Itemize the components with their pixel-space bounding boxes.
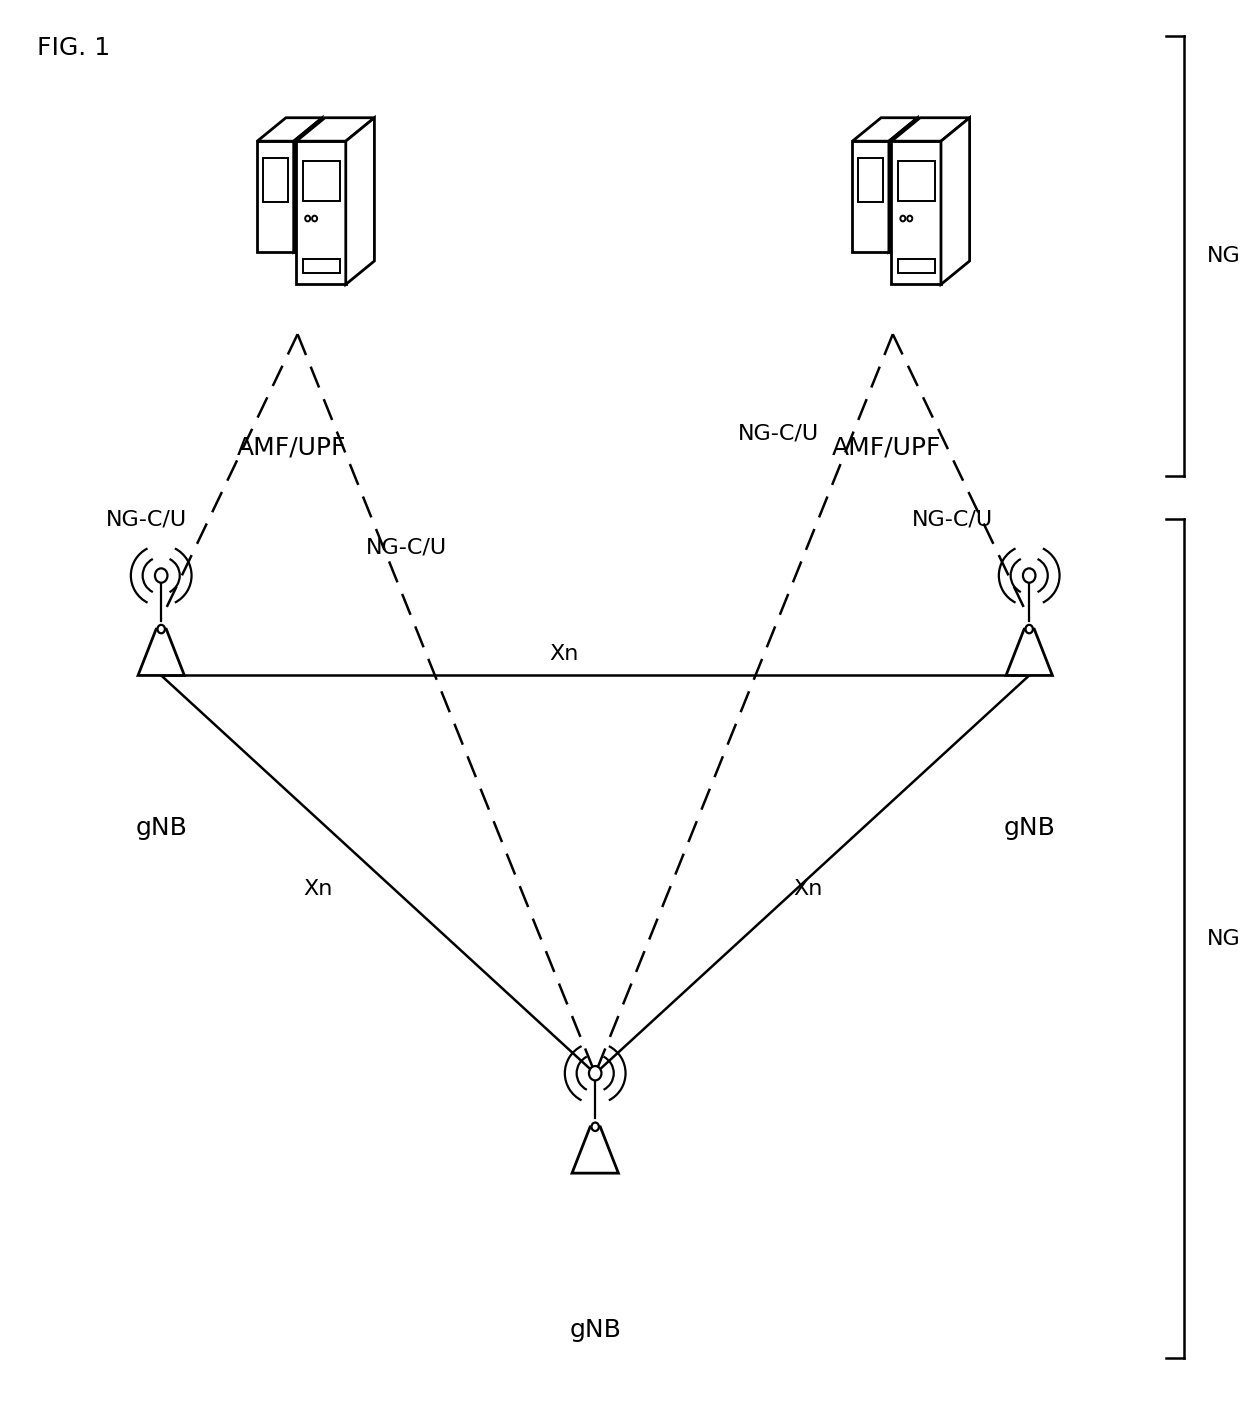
Bar	[898, 161, 935, 202]
Polygon shape	[257, 118, 322, 141]
Circle shape	[591, 1122, 599, 1130]
Text: NG-C/U: NG-C/U	[105, 509, 186, 529]
Polygon shape	[892, 141, 941, 284]
Bar	[303, 259, 340, 273]
Circle shape	[305, 216, 310, 222]
Text: gNB: gNB	[1003, 816, 1055, 839]
Text: AMF/UPF: AMF/UPF	[237, 437, 346, 459]
Polygon shape	[889, 118, 918, 252]
Text: NG-C/U: NG-C/U	[366, 538, 446, 557]
Polygon shape	[852, 141, 889, 252]
Text: Xn: Xn	[549, 644, 579, 664]
Text: Xn: Xn	[304, 879, 334, 899]
Circle shape	[900, 216, 905, 222]
Bar	[263, 158, 288, 202]
Text: FIG. 1: FIG. 1	[37, 36, 110, 60]
Circle shape	[312, 216, 317, 222]
Text: NG-C/U: NG-C/U	[738, 424, 818, 444]
Text: Xn: Xn	[794, 879, 823, 899]
Polygon shape	[941, 118, 970, 284]
Text: gNB: gNB	[569, 1318, 621, 1341]
Polygon shape	[572, 1126, 619, 1173]
Circle shape	[157, 624, 165, 633]
Bar	[858, 158, 883, 202]
Text: gNB: gNB	[135, 816, 187, 839]
Circle shape	[155, 569, 167, 583]
Polygon shape	[892, 118, 970, 141]
Text: AMF/UPF: AMF/UPF	[832, 437, 941, 459]
Polygon shape	[852, 118, 918, 141]
Polygon shape	[346, 118, 374, 284]
Polygon shape	[296, 141, 346, 284]
Polygon shape	[1006, 629, 1053, 675]
Circle shape	[589, 1066, 601, 1081]
Polygon shape	[294, 118, 322, 252]
Bar	[303, 161, 340, 202]
Circle shape	[1025, 624, 1033, 633]
Text: NG-RAN: NG-RAN	[1207, 929, 1240, 948]
Bar	[898, 259, 935, 273]
Polygon shape	[138, 629, 185, 675]
Polygon shape	[257, 141, 294, 252]
Circle shape	[908, 216, 913, 222]
Text: NGC: NGC	[1207, 246, 1240, 266]
Text: NG-C/U: NG-C/U	[911, 509, 992, 529]
Circle shape	[1023, 569, 1035, 583]
Polygon shape	[296, 118, 374, 141]
